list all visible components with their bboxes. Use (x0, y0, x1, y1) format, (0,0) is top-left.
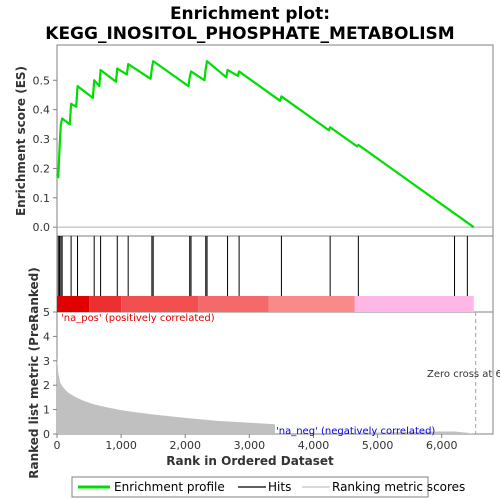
es-y-tick-label: 0.4 (33, 104, 51, 117)
legend-hits-label: Hits (268, 480, 291, 494)
heatmap-segment (354, 296, 474, 312)
metric-y-tick-label: 3 (43, 355, 50, 368)
enrichment-profile-series (55, 60, 475, 229)
es-y-tick-label: 0.0 (33, 221, 51, 234)
chart-title-line2: KEGG_INOSITOL_PHOSPHATE_METABOLISM (45, 24, 454, 44)
heatmap-segment (89, 296, 122, 312)
x-tick-label: 1,000 (105, 439, 137, 452)
pos-correlated-label: 'na_pos' (positively correlated) (61, 313, 215, 324)
x-tick-label: 6,000 (426, 439, 458, 452)
x-tick-label: 5,000 (362, 439, 394, 452)
metric-y-axis: 0 1 2 3 4 5 (43, 306, 57, 441)
legend-enrichment-label: Enrichment profile (114, 480, 225, 494)
x-tick-label: 2,000 (169, 439, 201, 452)
x-axis-label: Rank in Ordered Dataset (166, 454, 334, 468)
metric-y-tick-label: 2 (43, 379, 50, 392)
x-tick-label: 3,000 (234, 439, 266, 452)
zero-cross-label: Zero cross at 6 (427, 369, 500, 380)
es-panel (56, 44, 494, 237)
chart-title-line1: Enrichment plot: (170, 4, 330, 24)
ranking-metric-tail-area (351, 431, 474, 434)
heatmap-segment (57, 296, 90, 312)
x-axis: 0 1,000 2,000 3,000 4,000 5,000 6,000 (54, 434, 458, 452)
heatmap-segment (121, 296, 199, 312)
heatmap-segment (268, 296, 355, 312)
metric-y-tick-label: 5 (43, 306, 50, 319)
es-y-axis-label: Enrichment score (ES) (14, 66, 28, 216)
legend-metric-label: Ranking metric scores (332, 480, 465, 494)
metric-y-tick-label: 1 (43, 404, 50, 417)
metric-y-tick-label: 0 (43, 428, 50, 441)
neg-correlated-label: 'na_neg' (negatively correlated) (276, 426, 435, 437)
es-y-tick-label: 0.5 (33, 74, 51, 87)
hits-series (57, 236, 468, 296)
es-y-tick-label: 0.3 (33, 133, 51, 146)
es-y-axis: 0.0 0.1 0.2 0.3 0.4 0.5 (33, 74, 57, 234)
heatmap-segment (198, 296, 269, 312)
metric-y-tick-label: 4 (43, 330, 50, 343)
ranking-metric-series (57, 312, 477, 434)
rank-heatmap-bar (57, 296, 474, 312)
es-y-tick-label: 0.2 (33, 162, 51, 175)
metric-y-axis-label: Ranked list metric (PreRanked) (27, 267, 41, 479)
x-tick-label: 0 (54, 439, 61, 452)
es-y-tick-label: 0.1 (33, 192, 51, 205)
enrichment-profile-line (55, 60, 475, 229)
ranking-metric-area (57, 355, 275, 434)
x-tick-label: 4,000 (298, 439, 330, 452)
